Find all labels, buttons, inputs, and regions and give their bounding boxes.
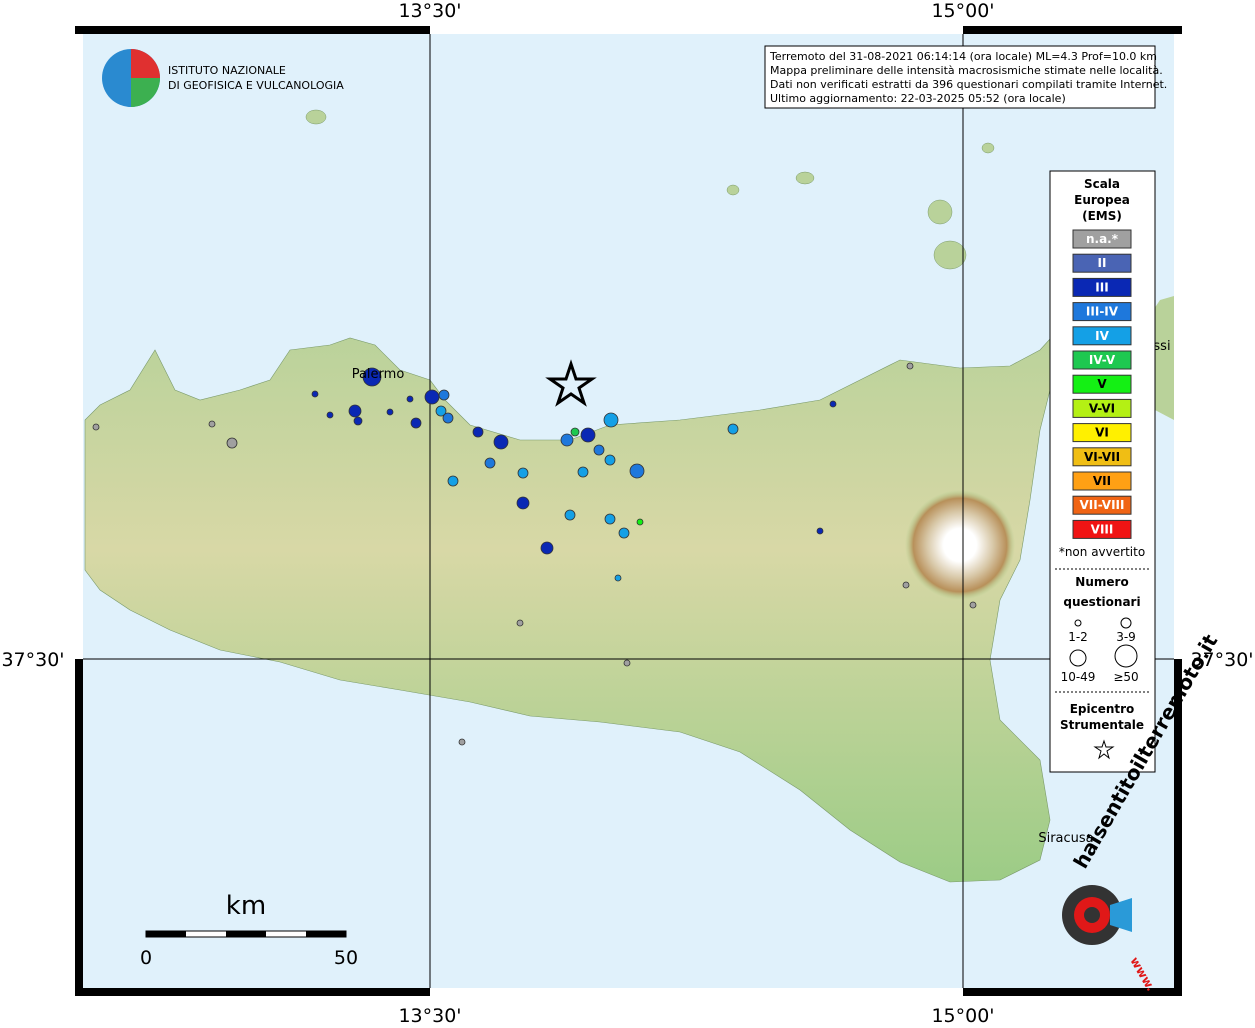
legend-swatch	[1072, 423, 1132, 443]
lon-label: 13°30'	[398, 0, 461, 22]
place-label: Siracusa	[1038, 831, 1093, 846]
info-line: Terremoto del 31-08-2021 06:14:14 (ora l…	[769, 50, 1157, 63]
frame-stripe	[430, 26, 963, 34]
legend-label: VII-VIII	[1079, 498, 1124, 512]
place-label: ssi	[1153, 339, 1170, 354]
lat-label: 37°30'	[1190, 649, 1253, 671]
info-line: Mappa preliminare delle intensità macros…	[770, 64, 1163, 77]
info-box	[764, 45, 1156, 109]
legend-label: V-VI	[1089, 401, 1115, 415]
place-label: Palermo	[352, 367, 405, 382]
legend-swatch	[1072, 495, 1132, 515]
legend-title: Europea	[1074, 193, 1130, 207]
legend-label: IV	[1095, 329, 1109, 343]
frame-stripe	[1174, 34, 1182, 659]
etna	[905, 490, 1015, 600]
size-label: 1-2	[1068, 630, 1088, 644]
legend-swatch	[1072, 253, 1132, 273]
lon-label: 13°30'	[398, 1005, 461, 1024]
legend-label: VIII	[1091, 522, 1114, 536]
size-symbol	[1120, 617, 1132, 629]
logo-text: ISTITUTO NAZIONALE	[168, 64, 286, 77]
legend-label: V	[1097, 377, 1107, 391]
graticule	[83, 34, 1174, 988]
legend-label: II	[1098, 256, 1107, 270]
legend-label: VI-VII	[1084, 450, 1120, 464]
size-symbol	[1114, 644, 1138, 668]
legend-swatch	[1072, 350, 1132, 370]
legend-swatch	[1072, 326, 1132, 346]
lon-label: 15°00'	[931, 1005, 994, 1024]
size-label: 3-9	[1116, 630, 1136, 644]
legend-swatch	[1072, 519, 1132, 539]
size-label: ≥50	[1113, 670, 1138, 684]
scale-unit: km	[226, 891, 266, 921]
legend-label: III	[1095, 280, 1108, 294]
scale-label: 50	[334, 947, 358, 969]
epicenter	[545, 359, 597, 407]
legend-title: questionari	[1063, 595, 1140, 609]
legend-note: *non avvertito	[1059, 545, 1145, 559]
legend-title: Scala	[1084, 177, 1120, 191]
legend-title: Epicentro	[1070, 702, 1135, 716]
islands	[305, 109, 995, 270]
legend-label: IV-V	[1089, 353, 1116, 367]
info-line: Ultimo aggiornamento: 22-03-2025 05:52 (…	[770, 92, 1066, 105]
legend-swatch	[1072, 374, 1132, 394]
scale-label: 0	[140, 947, 152, 969]
scale-bar	[145, 930, 347, 938]
size-label: 10-49	[1061, 670, 1096, 684]
legend-swatch	[1072, 471, 1132, 491]
legend-swatch	[1072, 302, 1132, 322]
legend-swatch	[1072, 447, 1132, 467]
size-symbol	[1074, 619, 1082, 627]
logo-text: DI GEOFISICA E VULCANOLOGIA	[168, 79, 344, 92]
legend-title: Strumentale	[1060, 718, 1144, 732]
logo: ISTITUTO NAZIONALE DI GEOFISICA E VULCAN…	[102, 49, 344, 107]
info-line: Dati non verificati estratti da 396 ques…	[770, 78, 1167, 91]
legend-title: (EMS)	[1082, 209, 1122, 223]
lat-label: 37°30'	[1, 649, 64, 671]
epicenter-symbol	[1093, 739, 1115, 760]
lon-label: 15°00'	[931, 0, 994, 22]
frame-stripe	[430, 988, 963, 996]
legend-label: VI	[1095, 426, 1109, 440]
legend-swatch	[1072, 277, 1132, 297]
legend-swatch	[1072, 229, 1132, 249]
legend-swatch	[1072, 398, 1132, 418]
observations	[92, 362, 977, 746]
size-symbol	[1069, 649, 1087, 667]
legend-label: n.a.*	[1086, 232, 1119, 246]
legend-label: III-IV	[1086, 305, 1119, 319]
frame-stripe	[75, 34, 83, 659]
legend-label: VII	[1093, 474, 1111, 488]
legend-title: Numero	[1075, 575, 1128, 589]
